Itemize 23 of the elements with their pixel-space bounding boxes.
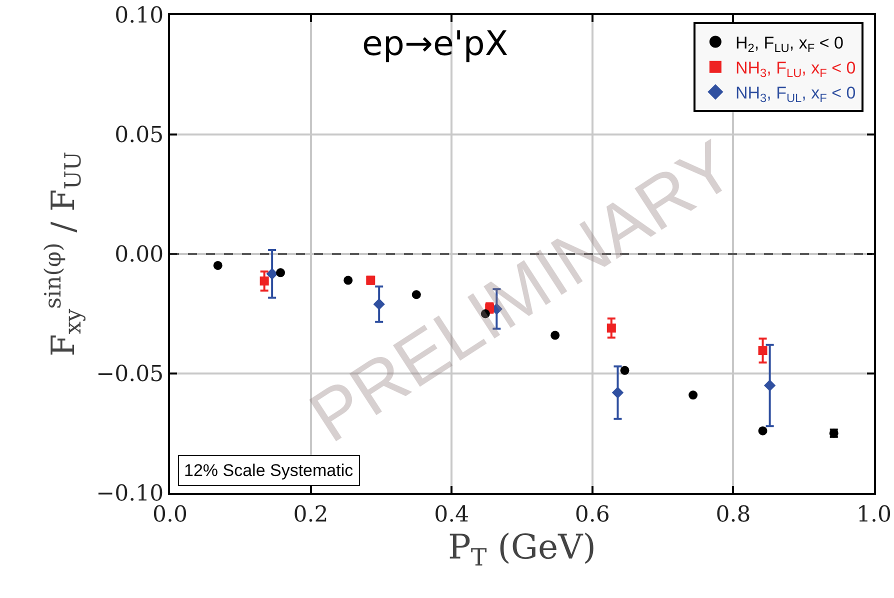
legend-label: H$_{2}$, F$_{LU}$, x$_{F}$ < 0	[735, 33, 844, 55]
x-tick-label: 0.6	[574, 502, 610, 528]
annotation: ep→e'pX	[362, 24, 508, 64]
legend-label: NH$_{3}$, F$_{LU}$, x$_{F}$ < 0	[735, 58, 856, 80]
y-tick-label: 0.10	[114, 4, 164, 29]
x-axis-title: P$_{T}$ (GeV)	[448, 527, 596, 572]
y-tick-label: 0.00	[114, 242, 164, 268]
point	[266, 268, 278, 280]
x-tick-label: 0.4	[434, 502, 470, 528]
point	[276, 268, 286, 278]
y-tick-label: 0.05	[114, 123, 164, 148]
x-tick-label: 0.8	[716, 502, 751, 528]
x-tick-label: 0.2	[293, 502, 328, 528]
point	[260, 276, 269, 286]
x-tick-label: 0.0	[152, 502, 188, 528]
x-tick-label: 1.0	[856, 502, 892, 528]
point	[758, 346, 768, 356]
point	[758, 426, 768, 436]
legend-label: NH$_{3}$, F$_{UL}$, x$_{F}$ < 0	[735, 84, 856, 106]
y-tick-label: −0.05	[96, 362, 164, 388]
point	[764, 380, 776, 392]
annotation: 12% Scale Systematic	[184, 461, 354, 480]
point	[213, 260, 222, 270]
